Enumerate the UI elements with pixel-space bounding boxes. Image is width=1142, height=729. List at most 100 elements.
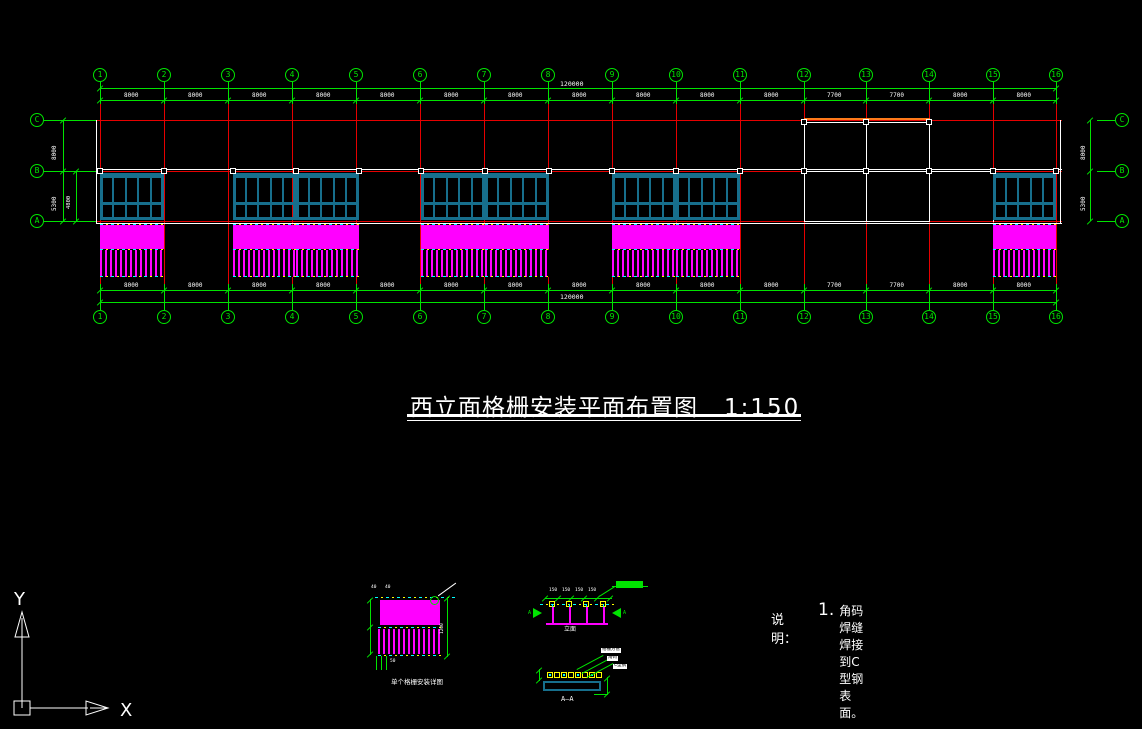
note-item: 1. 角码焊缝焊接到C型钢表面。 [818, 600, 863, 721]
column-marker [737, 168, 743, 174]
window-unit [993, 173, 1056, 220]
grille-louvers [676, 250, 740, 277]
dim-bay-bottom: 8000 [380, 282, 395, 289]
window-mullion-horizontal [236, 202, 293, 205]
window-mullion-vertical [510, 177, 512, 218]
grille-louvers [993, 250, 1056, 277]
window-mullion-vertical [637, 177, 639, 218]
dim-total-top: 120000 [560, 80, 584, 88]
grille-louvers [100, 250, 164, 277]
section-arrow-right [612, 608, 621, 618]
grid-bubble-bottom: 14 [922, 310, 936, 324]
window-mullion-horizontal [615, 202, 673, 205]
window-frame-top [676, 173, 740, 178]
window-mullion-vertical [308, 177, 310, 218]
window-mullion-vertical [624, 177, 626, 218]
grid-bubble-top: 2 [157, 68, 171, 82]
dim-right-ba: 5300 [1080, 196, 1087, 211]
grid-bubble-bottom: 13 [859, 310, 873, 324]
window-frame-top [485, 173, 549, 178]
window-mullion-vertical [333, 177, 335, 218]
grid-bubble-bottom: 2 [157, 310, 171, 324]
grid-bubble-bottom: 1 [93, 310, 107, 324]
window-mullion-vertical [257, 177, 259, 218]
dim-bay-bottom: 8000 [188, 282, 203, 289]
note-number: 2. [818, 727, 834, 729]
window-mullion-horizontal [424, 202, 482, 205]
dim-bay-bottom: 8000 [636, 282, 651, 289]
dim-bay-bottom: 8000 [444, 282, 459, 289]
window-unit [485, 173, 549, 220]
grid-bubble-top: 8 [541, 68, 555, 82]
grid-line-vertical [292, 104, 293, 291]
aa-clip-square [596, 672, 602, 678]
dim-left-inner: 4800 [66, 195, 72, 209]
detail-caption-mid: 立面 [564, 626, 577, 633]
column-marker [863, 119, 869, 125]
window-frame-top [296, 173, 359, 178]
row-bubble-right: C [1115, 113, 1129, 127]
edge-dashed-line [233, 249, 296, 250]
edge-dashed-line [233, 276, 296, 277]
dim-bay-top: 8000 [700, 92, 715, 99]
grid-extension-top [993, 82, 994, 104]
grid-bubble-bottom: 10 [669, 310, 683, 324]
window-unit [100, 173, 164, 220]
grid-line-horizontal [96, 120, 1062, 121]
window-mullion-vertical [150, 177, 152, 218]
edge-dashed-line [421, 224, 485, 225]
detail-dim-label: 40 [385, 585, 391, 590]
dim-bay-top: 8000 [380, 92, 395, 99]
aa-clip-square [547, 672, 553, 678]
edge-dashed-line [378, 655, 442, 656]
note-item: 2. 矩形方管插入两个角码间，用自攻螺钉固定。 [818, 727, 863, 729]
grid-bubble-top: 11 [733, 68, 747, 82]
grid-bubble-bottom: 6 [413, 310, 427, 324]
grid-extension-top [548, 82, 549, 104]
column-marker [863, 168, 869, 174]
aa-clip-square [582, 672, 588, 678]
detail-post-mark [586, 604, 587, 607]
window-mullion-vertical [125, 177, 127, 218]
grille-panel [296, 225, 359, 249]
column-marker [482, 168, 488, 174]
grid-bubble-bottom: 15 [986, 310, 1000, 324]
window-mullion-vertical [522, 177, 524, 218]
detail-arrow-line [386, 656, 387, 670]
dim-bay-top: 8000 [252, 92, 267, 99]
masked-leader-label [616, 581, 643, 588]
grid-extension-top [676, 82, 677, 104]
wall-line-left [96, 120, 97, 224]
edge-dashed-line [485, 224, 549, 225]
dim-line-total-top [100, 88, 1056, 89]
edge-dashed-line [676, 249, 740, 250]
window-mullion-vertical [245, 177, 247, 218]
edge-dashed-line [421, 276, 485, 277]
edge-dashed-line [485, 249, 549, 250]
grille-panel [993, 225, 1056, 249]
detail-post [586, 607, 588, 623]
dim-bay-top: 8000 [764, 92, 779, 99]
edge-dashed-line [485, 276, 549, 277]
dim-bay-bottom: 7700 [827, 282, 842, 289]
window-mullion-horizontal [488, 202, 546, 205]
window-mullion-vertical [345, 177, 347, 218]
edge-dashed-line [612, 276, 676, 277]
edge-dashed-line [296, 224, 359, 225]
window-frame-top [612, 173, 676, 178]
dim-bay-bottom: 8000 [764, 282, 779, 289]
grid-extension-bottom [548, 284, 549, 310]
detail-dim-line [539, 669, 540, 681]
dim-bay-top: 7700 [827, 92, 842, 99]
grid-bubble-top: 6 [413, 68, 427, 82]
dim-bay-bottom: 8000 [316, 282, 331, 289]
window-mullion-vertical [320, 177, 322, 218]
detail-dim-label: 50 [390, 659, 396, 664]
grille-panel [676, 225, 740, 249]
dim-bay-top: 8000 [953, 92, 968, 99]
dim-bay-top: 8000 [1016, 92, 1031, 99]
detail-dim-line [447, 597, 448, 657]
column-marker [293, 168, 299, 174]
window-mullion-vertical [1005, 177, 1007, 218]
